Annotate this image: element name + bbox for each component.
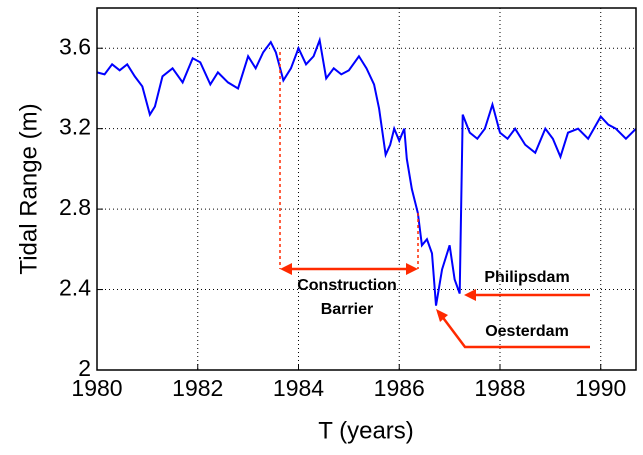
annotation: Construction xyxy=(297,277,397,294)
y-tick-label: 3.6 xyxy=(59,33,91,59)
plot xyxy=(96,36,637,306)
arrowhead xyxy=(464,289,476,301)
x-axis-label: T (years) xyxy=(318,417,414,444)
x-tick-label: 1982 xyxy=(172,375,223,401)
annotation: Oesterdam xyxy=(485,323,569,340)
arrowhead xyxy=(280,263,292,275)
annotation: Philipsdam xyxy=(484,269,569,286)
y-tick-label: 3.2 xyxy=(59,114,91,140)
data-line xyxy=(96,36,637,306)
y-tick-label: 2.4 xyxy=(59,275,91,301)
arrowhead xyxy=(406,263,418,275)
oesterdam-arrow xyxy=(440,314,590,349)
y-axis-label: Tidal Range (m) xyxy=(15,103,42,274)
y-tick-label: 2.8 xyxy=(59,194,91,220)
annotation: Barrier xyxy=(321,301,373,318)
x-tick-label: 1980 xyxy=(71,375,122,401)
x-tick-label: 1986 xyxy=(374,375,425,401)
axes-box xyxy=(96,7,637,371)
y-tick-label: 2 xyxy=(78,355,91,381)
annotation-lines xyxy=(279,52,590,349)
x-tick-label: 1988 xyxy=(474,375,525,401)
x-tick-label: 1984 xyxy=(273,375,324,401)
x-tick-label: 1990 xyxy=(575,375,626,401)
arrowhead xyxy=(436,309,448,322)
